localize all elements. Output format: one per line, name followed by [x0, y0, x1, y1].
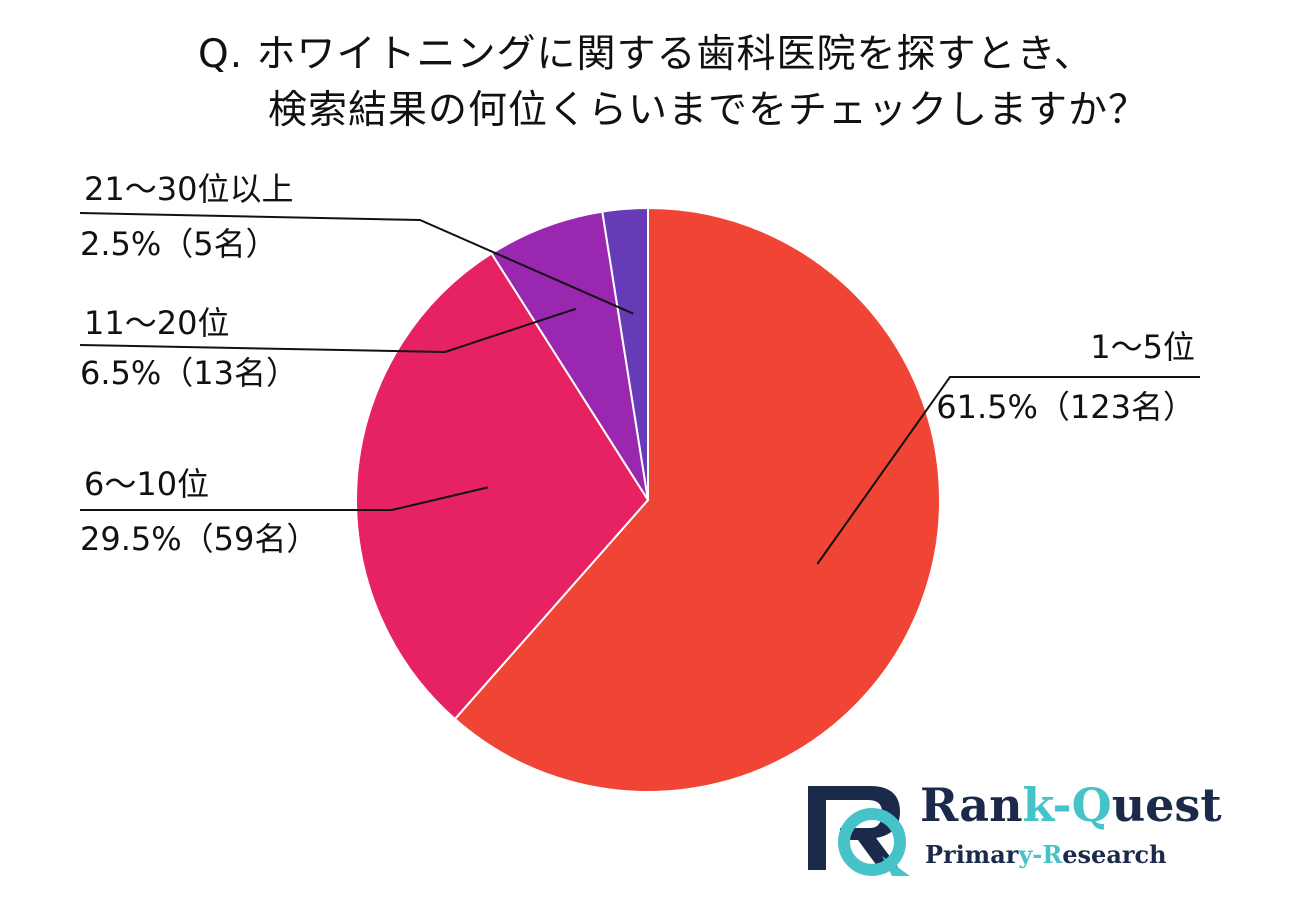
- chart-title-line-1: Q. ホワイトニングに関する歯科医院を探すとき、: [198, 32, 1094, 77]
- value-label-6-10: 29.5%（59名）: [80, 520, 318, 558]
- value-label-1-5: 61.5%（123名）: [936, 388, 1195, 426]
- leader-line-1-5: [816, 376, 1200, 565]
- chart-title-line-2: 検索結果の何位くらいまでをチェックしますか？: [268, 88, 1149, 133]
- rq-logo-icon: [808, 786, 910, 876]
- category-label-11-20: 11〜20位: [84, 304, 229, 342]
- primary-research-subtitle: Primary-Research: [925, 840, 1167, 869]
- rank-quest-logo: Rank-Quest Primary-Research: [800, 778, 1222, 878]
- category-label-6-10: 6〜10位: [84, 465, 209, 503]
- category-label-21-30-plus: 21〜30位以上: [84, 170, 293, 208]
- pie-slice-6-10: [355, 252, 650, 721]
- category-label-1-5: 1〜5位: [1090, 328, 1195, 366]
- leader-line-11-20: [79, 307, 577, 354]
- value-label-11-20: 6.5%（13名）: [80, 354, 298, 392]
- leader-line-6-10: [80, 486, 489, 511]
- leader-line-21-30-plus: [79, 212, 634, 315]
- value-label-21-30-plus: 2.5%（5名）: [80, 225, 278, 263]
- pie-slice-1-5: [453, 206, 941, 793]
- pie-slice-21-30-plus: [601, 206, 649, 501]
- rank-quest-brand: Rank-Quest: [920, 778, 1222, 832]
